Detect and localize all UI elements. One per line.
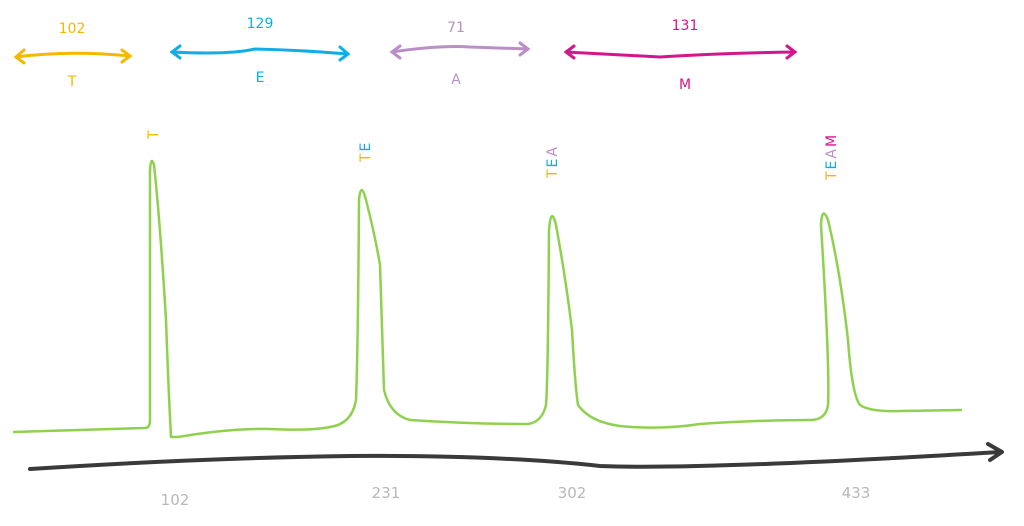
segment-A: 71 A	[389, 20, 531, 88]
axis-tick-label: 433	[842, 484, 871, 502]
double-arrow-icon	[563, 44, 798, 60]
segment-letter: E	[256, 70, 265, 86]
segment-duration: 131	[672, 18, 699, 34]
peak-label-4: TEAM	[824, 135, 840, 181]
double-arrow-icon	[389, 41, 531, 60]
signal-curve	[12, 159, 963, 439]
segment-letter: T	[67, 74, 77, 90]
segment-M: 131 M	[563, 18, 798, 93]
peak-label-2: TE	[358, 143, 374, 163]
segment-duration: 129	[247, 16, 274, 32]
segment-letter: A	[451, 72, 461, 88]
segment-T: 102 T	[13, 21, 133, 90]
axis-tick-label: 231	[372, 484, 401, 502]
double-arrow-icon	[169, 44, 351, 62]
segment-E: 129 E	[169, 16, 351, 86]
peak-label-1: T	[146, 130, 162, 140]
time-axis	[28, 442, 1004, 471]
segment-letter: M	[679, 77, 691, 93]
double-arrow-icon	[13, 48, 133, 65]
axis-tick-label: 102	[161, 491, 190, 509]
segment-duration: 102	[59, 21, 86, 37]
peak-label-3: TEA	[545, 147, 561, 179]
axis-tick-label: 302	[558, 484, 587, 502]
segment-duration: 71	[447, 20, 465, 36]
